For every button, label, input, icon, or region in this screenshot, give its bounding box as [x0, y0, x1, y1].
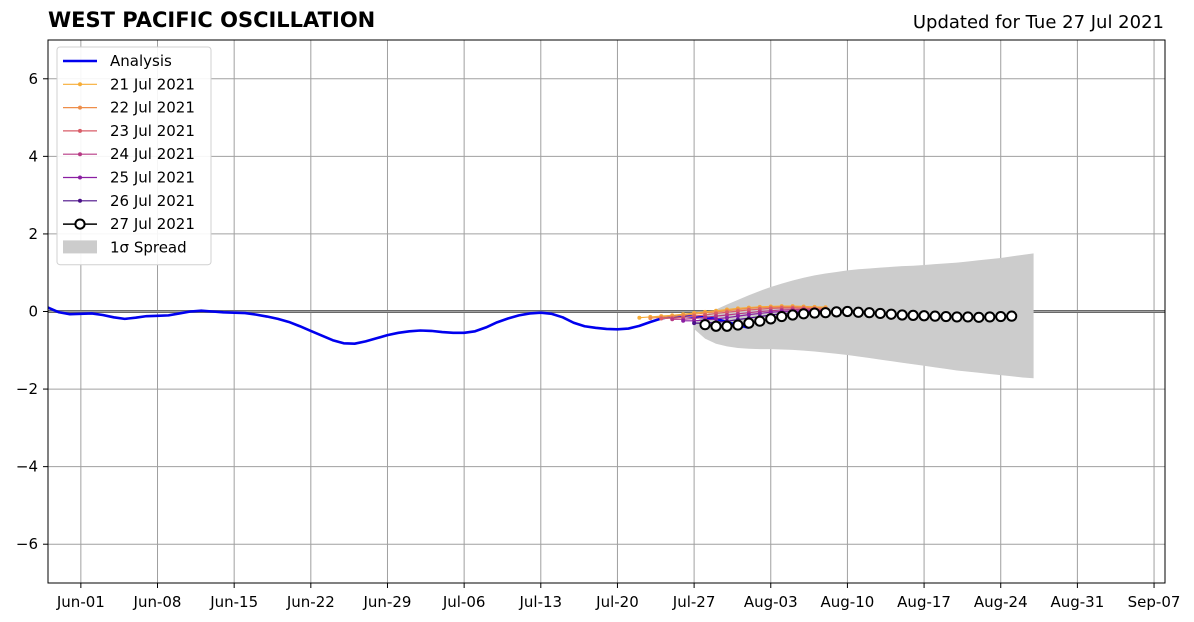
- forecast-point: [765, 313, 777, 325]
- legend-label-forecast: 24 Jul 2021: [110, 145, 195, 163]
- forecast-point: [984, 311, 996, 323]
- legend-marker: [78, 175, 83, 180]
- forecast-point: [681, 318, 686, 323]
- chart-title: WEST PACIFIC OSCILLATION: [48, 8, 376, 32]
- forecast-point: [841, 305, 854, 318]
- legend-box: [56, 46, 212, 266]
- forecast-point: [724, 315, 729, 320]
- x-tick-label: Jun-15: [209, 593, 258, 611]
- x-tick-label: Jul-13: [518, 593, 562, 611]
- legend: Analysis 21 Jul 2021 22 Jul 2021 23 Jul 202…: [56, 46, 212, 266]
- data-series: [48, 253, 1034, 379]
- forecast-point: [787, 309, 799, 321]
- series-analysis: [48, 306, 750, 345]
- x-tick-label: Jun-08: [133, 593, 182, 611]
- forecast-point: [863, 307, 875, 319]
- forecast-point: [692, 321, 697, 326]
- forecast-point: [973, 311, 985, 323]
- x-tick-label: Jul-06: [442, 593, 486, 611]
- forecast-point: [918, 310, 930, 322]
- legend-label-forecast: 25 Jul 2021: [110, 169, 195, 187]
- forecast-point: [808, 307, 821, 319]
- forecast-point: [710, 320, 722, 332]
- y-tick-label: 6: [28, 70, 38, 88]
- legend-label-forecast: 21 Jul 2021: [110, 75, 195, 93]
- forecast-point: [776, 310, 788, 323]
- forecast-point: [659, 316, 664, 321]
- forecast-point: [896, 309, 908, 321]
- forecast-point: [830, 306, 843, 318]
- legend-label-forecast: 27 Jul 2021: [110, 215, 195, 233]
- forecast-point: [732, 319, 744, 331]
- y-tick-label: −6: [16, 535, 38, 553]
- x-tick-label: Aug-17: [897, 593, 951, 611]
- x-tick-label: Aug-31: [1050, 593, 1104, 611]
- forecast-point: [714, 316, 719, 321]
- x-tick-label: Jun-22: [286, 593, 335, 611]
- forecast-line: [661, 307, 826, 320]
- y-tick-label: 2: [28, 225, 38, 243]
- legend-label-forecast: 26 Jul 2021: [110, 192, 195, 210]
- forecast-point: [885, 308, 897, 320]
- legend-label-forecast: 23 Jul 2021: [110, 122, 195, 140]
- forecast-point: [754, 315, 766, 327]
- forecast-point: [995, 310, 1007, 323]
- forecast-point: [798, 308, 810, 320]
- forecast-point: [648, 316, 653, 321]
- legend-marker: [78, 105, 83, 110]
- forecast-point: [951, 311, 963, 323]
- axis-ticks: Jun-01 Jun-08 Jun-15 Jun-22 Jun-29 Jul-06 Jul-…: [16, 70, 1181, 611]
- forecast-point: [670, 317, 675, 322]
- forecast-point: [819, 307, 832, 319]
- y-tick-label: 0: [28, 303, 38, 321]
- y-tick-label: 4: [28, 147, 38, 165]
- y-tick-label: −4: [16, 458, 38, 476]
- series-forecast: [699, 305, 1018, 332]
- x-tick-label: Jun-29: [363, 593, 412, 611]
- forecast-point: [735, 314, 740, 319]
- y-tick-label: −2: [16, 380, 38, 398]
- x-tick-label: Aug-03: [744, 593, 798, 611]
- forecast-point: [852, 306, 864, 318]
- x-tick-label: Sep-07: [1128, 593, 1181, 611]
- forecast-point: [962, 311, 974, 323]
- forecast-point: [746, 312, 751, 317]
- x-tick-label: Jul-27: [672, 593, 716, 611]
- chart-subtitle: Updated for Tue 27 Jul 2021: [912, 12, 1164, 33]
- x-tick-label: Aug-10: [821, 593, 875, 611]
- x-tick-label: Jul-20: [595, 593, 639, 611]
- forecast-point: [940, 310, 952, 323]
- forecast-point: [721, 320, 733, 332]
- forecast-point: [637, 315, 642, 320]
- legend-marker: [78, 152, 83, 157]
- legend-label-forecast: 22 Jul 2021: [110, 99, 195, 117]
- x-tick-label: Aug-24: [974, 593, 1028, 611]
- legend-swatch-spread: [63, 240, 97, 254]
- forecast-point: [743, 317, 755, 329]
- spread-band: [694, 253, 1034, 379]
- forecast-point: [874, 307, 886, 320]
- forecast-point: [907, 309, 919, 321]
- forecast-point: [699, 319, 711, 331]
- forecast-point: [929, 310, 941, 322]
- legend-marker: [78, 82, 83, 87]
- legend-marker: [78, 198, 83, 203]
- legend-marker: [78, 128, 83, 133]
- forecast-point: [1006, 310, 1018, 322]
- legend-label-spread: 1σ Spread: [110, 238, 187, 256]
- legend-label-analysis: Analysis: [110, 52, 172, 70]
- x-tick-label: Jun-01: [56, 593, 105, 611]
- legend-marker: [74, 218, 86, 230]
